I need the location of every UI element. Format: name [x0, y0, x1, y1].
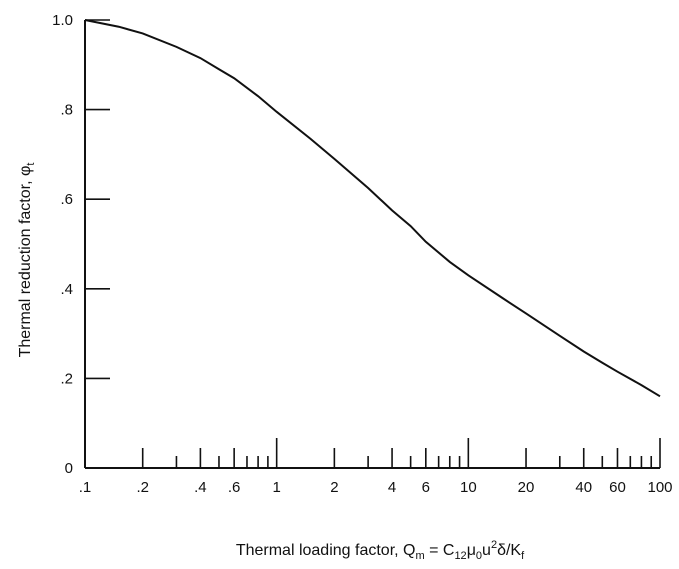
x-tick-label: .1 — [79, 479, 92, 496]
y-tick-label: 1.0 — [52, 12, 73, 29]
y-axis-label: Thermal reduction factor, φt — [17, 163, 37, 358]
axes — [84, 20, 660, 469]
x-tick-label: 6 — [422, 479, 430, 496]
x-tick-label: 60 — [609, 479, 626, 496]
x-tick-label: 1 — [272, 479, 280, 496]
x-tick-label: 4 — [388, 479, 396, 496]
y-tick-label: .8 — [60, 102, 73, 119]
x-tick-label: .2 — [136, 479, 149, 496]
x-tick-label: 2 — [330, 479, 338, 496]
x-axis-label: Thermal loading factor, Qm = C12μ0u2δ/Kf — [236, 539, 525, 562]
y-tick-label: .2 — [60, 370, 73, 387]
y-tick-label: 0 — [65, 460, 73, 477]
x-tick-label: 100 — [647, 479, 672, 496]
x-tick-label: .6 — [228, 479, 241, 496]
x-tick-label: 10 — [460, 479, 477, 496]
y-tick-label: .6 — [60, 191, 73, 208]
x-tick-label: .4 — [194, 479, 207, 496]
ticks — [85, 19, 661, 468]
x-tick-label: 20 — [518, 479, 535, 496]
tick-labels: 0 .2 .4 .6 .8 1.0 .1 .2 .4 .6 1 2 4 6 10 20 40 60 100 — [52, 12, 672, 496]
y-tick-label: .4 — [60, 281, 73, 298]
x-tick-label: 40 — [575, 479, 592, 496]
series-line — [84, 19, 661, 398]
